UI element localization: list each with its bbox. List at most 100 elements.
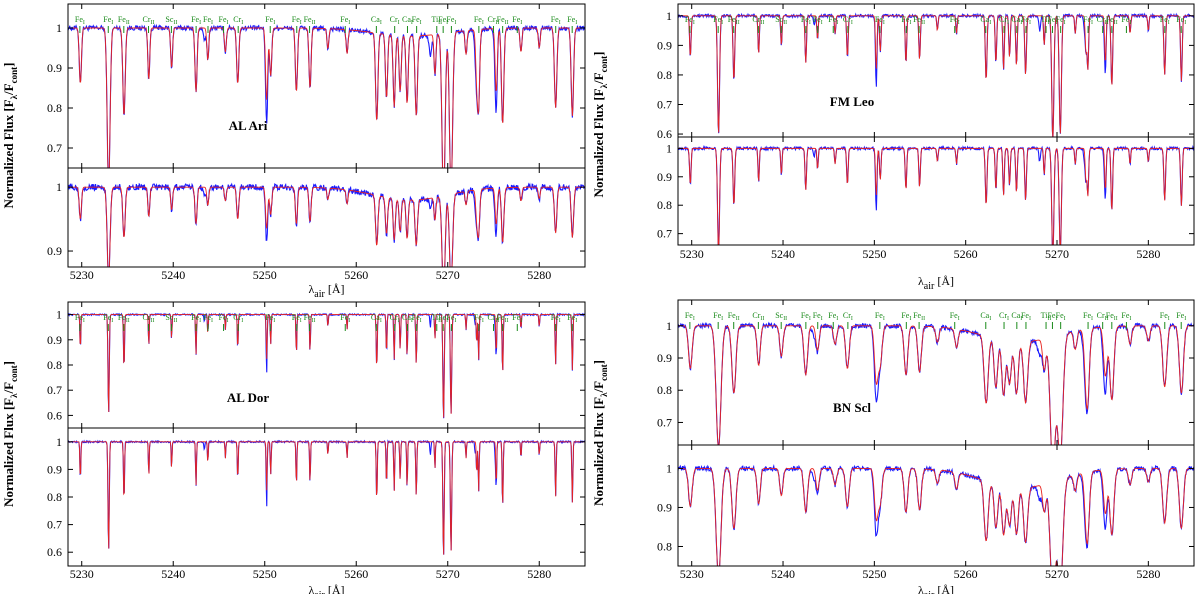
line-id-label: FeI	[438, 15, 448, 26]
x-tick-label: 5270	[436, 268, 460, 282]
star-name-label: FM Leo	[830, 94, 874, 109]
line-id-label: ScII	[775, 311, 787, 322]
x-tick-label: 5250	[253, 268, 277, 282]
line-id-label: FeI	[438, 313, 448, 324]
line-id-label: TiII	[1041, 311, 1052, 322]
line-id-label: FeI	[1121, 311, 1131, 322]
y-tick-label: 0.7	[47, 518, 62, 532]
line-id-label: FeI	[1121, 15, 1131, 26]
line-id-label: FeI	[567, 313, 577, 324]
x-tick-label: 5260	[344, 268, 368, 282]
x-axis-title: λair [Å]	[918, 274, 954, 292]
x-tick-label: 5250	[862, 567, 886, 581]
line-id-label: TiII	[431, 15, 442, 26]
line-id-label: FeI	[340, 313, 350, 324]
x-tick-label: 5270	[1045, 247, 1069, 261]
line-id-label: FeII	[728, 311, 740, 322]
line-id-label: FeI	[801, 311, 811, 322]
y-tick-label: 1	[56, 180, 62, 194]
y-tick-label: 0.8	[657, 68, 672, 82]
line-id-label: FeI	[219, 15, 229, 26]
line-id-label: FeI	[713, 311, 723, 322]
y-tick-label: 1	[666, 461, 672, 475]
line-id-label: CrII	[143, 15, 155, 26]
line-id-label: CrI	[843, 311, 853, 322]
y-tick-label: 1	[56, 435, 62, 449]
star-name-label: AL Ari	[229, 118, 268, 133]
line-id-label: FeII	[118, 15, 130, 26]
line-id-label: FeI	[412, 313, 422, 324]
line-id-label: FeI	[551, 15, 561, 26]
y-axis-title: Normalized Flux [Fλ/Fcont]	[591, 52, 609, 198]
line-id-label: FeI	[685, 15, 695, 26]
line-id-label: CrI	[233, 15, 243, 26]
line-id-label: FeI	[219, 313, 229, 324]
line-id-label: CrI	[843, 15, 853, 26]
y-tick-label: 0.9	[47, 61, 62, 75]
x-axis-title: λair [Å]	[308, 282, 344, 300]
y-axis-title: Normalized Flux [Fλ/Fcont]	[591, 360, 609, 506]
line-id-label: FeI	[1021, 311, 1031, 322]
y-tick-label: 0.7	[657, 415, 672, 429]
observed-spectrum-upper	[68, 23, 585, 168]
line-id-label: FeI	[103, 15, 113, 26]
line-id-label: CrI	[390, 15, 400, 26]
star-name-label: BN Scl	[833, 400, 871, 415]
x-tick-label: 5260	[954, 247, 978, 261]
line-id-label: FeI	[412, 15, 422, 26]
line-id-label: FeI	[474, 313, 484, 324]
line-id-label: FeII	[1106, 15, 1118, 26]
line-id-label: FeII	[304, 313, 316, 324]
line-id-label: FeI	[1021, 15, 1031, 26]
line-id-label: CaI	[1011, 15, 1022, 26]
x-tick-label: 5250	[253, 567, 277, 581]
subpanel-frame-lower	[67, 167, 586, 268]
line-id-label: FeI	[474, 15, 484, 26]
line-id-label: FeI	[512, 15, 522, 26]
line-id-label: CaI	[1011, 311, 1022, 322]
line-id-label: CrII	[752, 15, 764, 26]
line-id-label: FeI	[567, 15, 577, 26]
line-id-label: FeI	[292, 15, 302, 26]
x-tick-label: 5230	[70, 567, 94, 581]
model-spectrum-upper	[678, 15, 1194, 137]
line-id-label: CaI	[980, 311, 991, 322]
line-id-label: CrI	[999, 15, 1009, 26]
x-axis-title: λair [Å]	[308, 583, 344, 594]
line-id-label: FeI	[512, 313, 522, 324]
y-tick-label: 0.9	[47, 462, 62, 476]
y-tick-label: 0.9	[47, 333, 62, 347]
y-tick-label: 1	[666, 9, 672, 23]
line-id-label: FeI	[551, 313, 561, 324]
observed-spectrum-upper	[678, 12, 1194, 137]
x-tick-label: 5230	[680, 567, 704, 581]
line-id-label: FeI	[801, 15, 811, 26]
line-id-label: FeI	[1047, 15, 1057, 26]
y-tick-label: 0.7	[657, 97, 672, 111]
x-tick-label: 5270	[1045, 567, 1069, 581]
y-axis-title: Normalized Flux [Fλ/Fcont]	[1, 361, 19, 507]
line-id-label: FeI	[1056, 15, 1066, 26]
line-id-label: FeI	[1176, 15, 1186, 26]
line-id-label: FeI	[1083, 15, 1093, 26]
line-id-label: CaI	[371, 313, 382, 324]
line-id-label: FeI	[1160, 15, 1170, 26]
line-id-label: CaI	[371, 15, 382, 26]
line-id-label: FeI	[265, 15, 275, 26]
model-spectrum-lower	[68, 441, 585, 555]
model-spectrum-lower	[678, 467, 1194, 566]
observed-spectrum-lower	[678, 463, 1194, 566]
x-axis-title: λair [Å]	[918, 583, 954, 594]
x-tick-label: 5240	[771, 567, 795, 581]
line-id-label: FeI	[1056, 311, 1066, 322]
line-id-label: FeI	[191, 15, 201, 26]
line-id-label: ScII	[165, 15, 177, 26]
line-id-label: CaI	[402, 15, 413, 26]
line-id-label: FeI	[813, 311, 823, 322]
line-id-label: CrII	[1097, 311, 1109, 322]
line-id-label: FeII	[497, 15, 509, 26]
y-tick-label: 0.9	[657, 170, 672, 184]
line-id-label: FeI	[75, 313, 85, 324]
subpanel-frame-lower	[67, 427, 586, 567]
